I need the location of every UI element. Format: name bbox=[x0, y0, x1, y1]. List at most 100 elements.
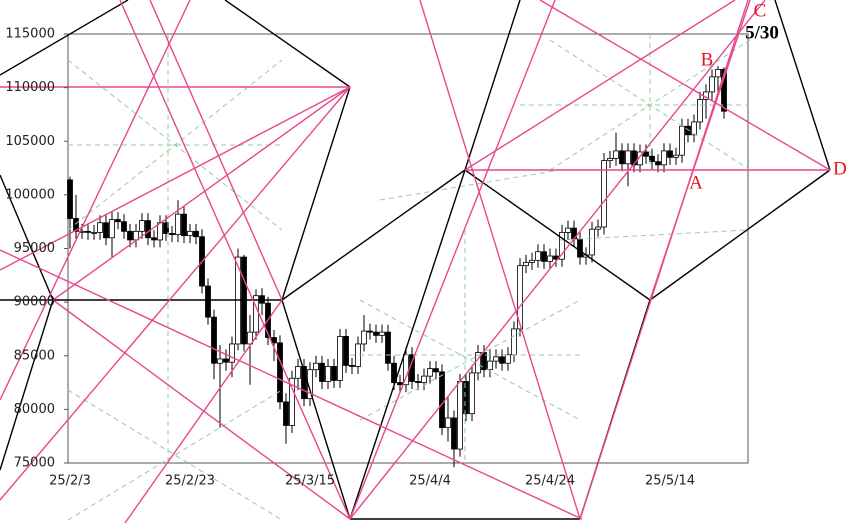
candle-body bbox=[229, 343, 235, 363]
candle-body bbox=[559, 232, 565, 260]
candle-body bbox=[145, 220, 151, 239]
x-tick-label: 25/4/4 bbox=[409, 474, 451, 489]
candle-body bbox=[475, 352, 481, 374]
candle-body bbox=[289, 377, 295, 426]
candle-body bbox=[247, 331, 253, 345]
candle-body bbox=[511, 328, 517, 356]
candle-body bbox=[127, 230, 133, 241]
candle-body bbox=[121, 221, 127, 232]
candle-body bbox=[217, 358, 223, 364]
candle-body bbox=[433, 368, 439, 373]
candle-body bbox=[565, 227, 571, 233]
candle-body bbox=[385, 331, 391, 364]
x-tick-label: 25/5/14 bbox=[645, 474, 695, 489]
candle-body bbox=[253, 295, 259, 333]
y-tick-label: 100000 bbox=[5, 187, 55, 202]
candle-body bbox=[337, 336, 343, 381]
candle-body bbox=[499, 356, 505, 364]
candle-body bbox=[205, 285, 211, 318]
candle-body bbox=[523, 262, 529, 267]
candle-body bbox=[319, 362, 325, 382]
candle-body bbox=[619, 150, 625, 165]
candle-body bbox=[655, 161, 661, 166]
candle-body bbox=[193, 230, 199, 238]
candle-body bbox=[181, 213, 187, 237]
overlay-dashed bbox=[67, 34, 751, 521]
candle-body bbox=[97, 222, 103, 233]
candle-body bbox=[139, 220, 145, 232]
candle-body bbox=[301, 366, 307, 400]
candle-body bbox=[541, 251, 547, 262]
candle-body bbox=[85, 230, 91, 233]
x-tick-label: 25/4/24 bbox=[525, 474, 575, 489]
y-tick-label: 85000 bbox=[14, 348, 55, 363]
candle-body bbox=[325, 366, 331, 382]
candle-body bbox=[91, 232, 97, 234]
candle-body bbox=[313, 362, 319, 371]
candle-body bbox=[589, 228, 595, 256]
y-tick-label: 80000 bbox=[14, 402, 55, 417]
candle-body bbox=[673, 154, 679, 158]
candle-body bbox=[601, 160, 607, 228]
candle-body bbox=[709, 76, 715, 93]
candle-body bbox=[679, 125, 685, 156]
candle-body bbox=[607, 158, 613, 161]
y-tick-label: 95000 bbox=[14, 241, 55, 256]
candle-body bbox=[721, 68, 727, 112]
candle-body bbox=[343, 336, 349, 366]
candle-body bbox=[577, 238, 583, 258]
candle-body bbox=[547, 255, 553, 262]
candle-body bbox=[361, 330, 367, 345]
annotation: B bbox=[701, 49, 714, 70]
candle-body bbox=[175, 213, 181, 235]
candle-body bbox=[529, 259, 535, 263]
annotation: C bbox=[754, 0, 767, 21]
candle-body bbox=[67, 179, 73, 219]
candle-body bbox=[451, 417, 457, 450]
candle-body bbox=[691, 121, 697, 136]
candle-body bbox=[625, 150, 631, 165]
candle-body bbox=[277, 342, 283, 403]
annotation: A bbox=[689, 172, 703, 193]
candle-body bbox=[379, 331, 385, 336]
x-tick-label: 25/2/3 bbox=[49, 474, 91, 489]
candle-body bbox=[109, 219, 115, 239]
candle-body bbox=[373, 331, 379, 336]
overlay-pink bbox=[0, 0, 831, 523]
candle-body bbox=[469, 372, 475, 415]
candle-body bbox=[415, 381, 421, 383]
candle-body bbox=[367, 330, 373, 333]
candle-body bbox=[187, 230, 193, 237]
candle-body bbox=[439, 371, 445, 429]
candle-body bbox=[295, 366, 301, 379]
y-tick-label: 90000 bbox=[14, 295, 55, 310]
candle-body bbox=[517, 265, 523, 330]
candle-body bbox=[103, 222, 109, 239]
candle-body bbox=[163, 222, 169, 234]
plot-frame bbox=[67, 33, 749, 464]
y-tick-label: 110000 bbox=[5, 80, 55, 95]
candle-body bbox=[115, 219, 121, 223]
candle-body bbox=[505, 354, 511, 364]
candle-body bbox=[685, 125, 691, 136]
candle-body bbox=[661, 150, 667, 166]
candle-body bbox=[715, 68, 721, 78]
candle-body bbox=[397, 382, 403, 386]
candle-body bbox=[331, 366, 337, 381]
candle-body bbox=[535, 251, 541, 261]
candle-body bbox=[349, 365, 355, 367]
candle-body bbox=[595, 226, 601, 230]
candles bbox=[67, 66, 727, 468]
candle-body bbox=[421, 375, 427, 383]
candle-body bbox=[613, 150, 619, 159]
y-tick-label: 75000 bbox=[14, 456, 55, 471]
candle-body bbox=[649, 155, 655, 163]
candle-body bbox=[493, 356, 499, 362]
candle-body bbox=[427, 368, 433, 377]
candle-body bbox=[391, 362, 397, 383]
candle-body bbox=[223, 358, 229, 363]
candle-body bbox=[211, 316, 217, 364]
candle-body bbox=[697, 99, 703, 123]
